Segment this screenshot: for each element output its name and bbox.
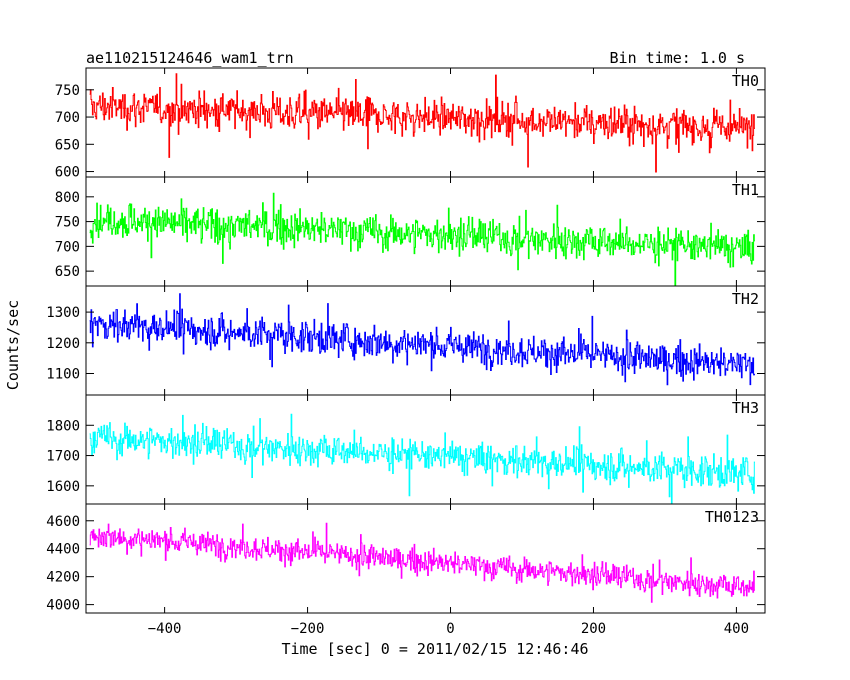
bin-time-label: Bin time: 1.0 s: [610, 49, 745, 67]
x-tick-label: 200: [581, 621, 606, 637]
panel-frame: [85, 503, 766, 614]
chart-title: ae110215124646_wam1_trn: [86, 49, 294, 67]
y-tick-label: 4200: [46, 570, 80, 586]
x-tick-label: 0: [446, 621, 454, 637]
series-line-th3: [89, 413, 755, 504]
y-tick-label: 700: [55, 239, 80, 255]
y-tick-label: 1200: [46, 336, 80, 352]
panel-label: TH0123: [705, 508, 759, 526]
panel-th1: 650 700 750 800 TH1: [55, 176, 766, 287]
panel-label: TH3: [732, 399, 759, 417]
y-tick-label: 750: [55, 215, 80, 231]
y-tick-label: 600: [55, 165, 80, 181]
y-tick-label: 750: [55, 83, 80, 99]
y-tick-label: 1100: [46, 367, 80, 383]
panel-label: TH0: [732, 72, 759, 90]
panel-label: TH2: [732, 290, 759, 308]
y-tick-label: 1600: [46, 479, 80, 495]
y-tick-label: 1300: [46, 305, 80, 321]
y-tick-label: 1700: [46, 449, 80, 465]
series-line-th1: [89, 192, 755, 286]
panels-group: 600 650 700 750 TH0 650 700 750 800 TH1 1100 1200 13…: [46, 67, 766, 637]
y-tick-label: 700: [55, 110, 80, 126]
series-line-th2: [89, 293, 755, 386]
y-axis-label: Counts/sec: [4, 300, 22, 390]
y-tick-label: 1800: [46, 418, 80, 434]
y-tick-label: 4000: [46, 598, 80, 614]
series-line-th0123: [89, 522, 755, 603]
panel-th0123: 4000 4200 4400 4600 TH0123 −400 −200 0 200 400: [46, 503, 766, 637]
panel-th2: 1100 1200 1300 TH2: [46, 285, 766, 396]
x-tick-label: 400: [724, 621, 749, 637]
x-axis-label: Time [sec] 0 = 2011/02/15 12:46:46: [281, 640, 588, 658]
x-tick-label: −400: [148, 621, 182, 637]
y-tick-label: 650: [55, 137, 80, 153]
panel-label: TH1: [732, 181, 759, 199]
panel-th3: 1600 1700 1800 TH3: [46, 394, 766, 505]
panel-frame: [85, 394, 766, 505]
panel-th0: 600 650 700 750 TH0: [55, 67, 766, 181]
y-tick-label: 800: [55, 190, 80, 206]
x-tick-label: −200: [291, 621, 325, 637]
y-tick-label: 4600: [46, 514, 80, 530]
y-tick-label: 4400: [46, 542, 80, 558]
y-tick-label: 650: [55, 264, 80, 280]
series-line-th0: [89, 73, 755, 173]
